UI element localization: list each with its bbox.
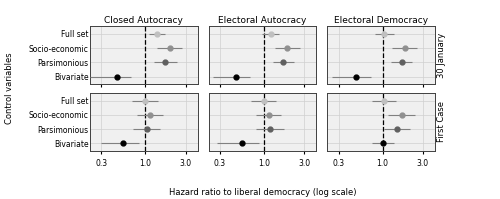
Title: Closed Autocracy: Closed Autocracy (104, 16, 184, 25)
Text: First Case: First Case (438, 101, 446, 142)
Text: Hazard ratio to liberal democracy (log scale): Hazard ratio to liberal democracy (log s… (169, 188, 356, 197)
Text: 30 January: 30 January (438, 33, 446, 78)
Title: Electoral Democracy: Electoral Democracy (334, 16, 428, 25)
Title: Electoral Autocracy: Electoral Autocracy (218, 16, 306, 25)
Text: Control variables: Control variables (5, 53, 14, 124)
